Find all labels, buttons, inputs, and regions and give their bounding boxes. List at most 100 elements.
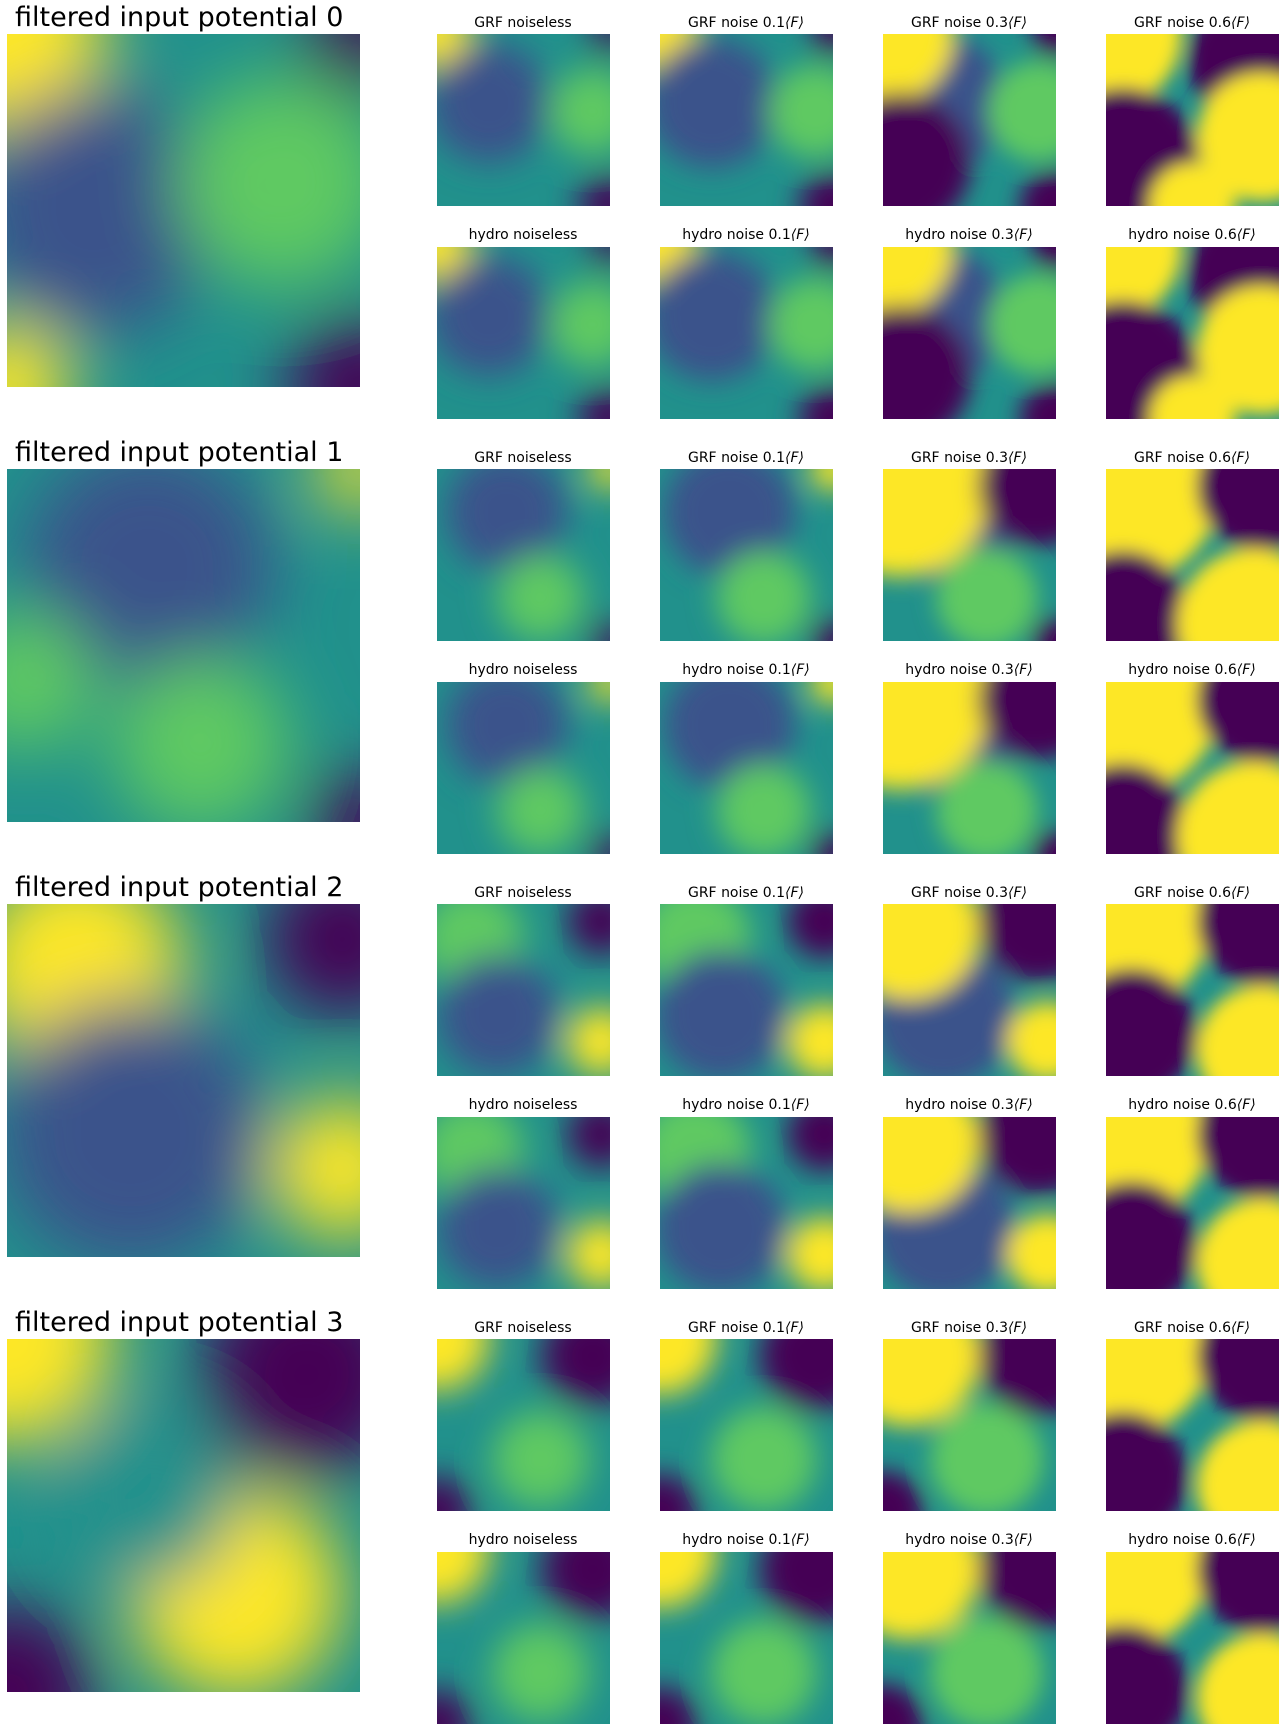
field-blob [1177,761,1279,854]
field-blob [445,469,567,573]
subplot-title-math: ⟨F⟩ [1236,662,1256,678]
field-blob [445,682,567,786]
field-blob [1019,382,1056,419]
reconstruction-field [1106,904,1279,1076]
field-blob [566,1007,610,1076]
field-blob [711,1620,817,1724]
subplot-title: hydro noise 0.6⟨F⟩ [1082,663,1282,677]
field-blob [1031,829,1056,854]
field-blob [549,68,610,155]
subplot-title-text: GRF noise 0.6 [1133,885,1232,901]
reconstruction-heatmap [660,682,833,854]
field-blob [1196,1117,1279,1199]
field-blob [978,1339,1056,1417]
field-blob [1196,1198,1279,1289]
field-blob [978,682,1056,760]
field-blob [1006,1214,1056,1289]
field-blob [1149,163,1236,206]
subplot-title-text: hydro noiseless [468,227,578,243]
field-blob [437,1168,559,1289]
reconstruction-field [660,1117,833,1289]
field-blob [810,247,833,270]
field-blob [759,1552,833,1626]
field-blob [930,1403,1044,1511]
field-blob [24,469,272,692]
subplot-title-math: ⟨F⟩ [1008,1320,1027,1336]
field-blob [492,1624,590,1721]
reconstruction-heatmap [883,247,1056,419]
subplot-title-math: ⟨F⟩ [1013,1532,1033,1548]
reconstruction-heatmap [883,1552,1056,1724]
field-blob [1196,469,1279,551]
subplot-title: hydro noise 0.1⟨F⟩ [636,1098,856,1112]
subplot-title-text: hydro noise 0.6 [1128,227,1237,243]
field-blob [589,682,610,703]
subplot-title: hydro noiseless [413,1533,633,1547]
field-blob [497,768,585,854]
subplot-title-math: ⟨F⟩ [1013,1097,1033,1113]
field-blob [663,682,795,791]
input-potential-heatmap [7,904,360,1257]
field-blob [660,1552,717,1608]
field-blob [589,247,610,268]
field-blob [1106,763,1189,854]
field-blob [201,1339,360,1481]
reconstruction-heatmap [1106,34,1279,206]
field-blob [883,1117,980,1214]
field-blob [437,955,559,1076]
subplot-title: hydro noise 0.6⟨F⟩ [1082,1533,1282,1547]
reconstruction-heatmap [660,469,833,641]
field-blob [589,620,610,641]
reconstruction-field [883,904,1056,1076]
field-blob [7,1339,113,1445]
subplot-title: GRF noise 0.1⟨F⟩ [636,451,856,465]
reconstruction-field [1106,247,1279,419]
reconstruction-heatmap [883,682,1056,854]
reconstruction-heatmap [883,34,1056,206]
reconstruction-field [883,469,1056,641]
subplot-title-math: ⟨F⟩ [1231,15,1250,31]
field-blob [883,247,954,318]
reconstruction-heatmap [660,1339,833,1511]
field-blob [936,547,1038,641]
reconstruction-field [883,1552,1056,1724]
subplot-title-math: ⟨F⟩ [785,15,804,31]
field-blob [437,1476,472,1511]
reconstruction-field [660,34,833,206]
reconstruction-heatmap [1106,682,1279,854]
reconstruction-heatmap [437,1339,610,1511]
input-potential-field [7,904,360,1257]
subplot-title: hydro noise 0.6⟨F⟩ [1082,228,1282,242]
field-blob [1106,1412,1189,1511]
field-blob [786,1217,833,1289]
subplot-title-text: GRF noiseless [474,1320,572,1336]
reconstruction-heatmap [883,1117,1056,1289]
field-blob [589,833,610,854]
field-blob [578,388,610,419]
subplot-title: GRF noise 0.6⟨F⟩ [1082,16,1282,30]
subplot-title-math: ⟨F⟩ [1008,885,1027,901]
field-blob [566,904,610,956]
field-blob [810,618,833,641]
reconstruction-field [437,1339,610,1511]
reconstruction-field [437,34,610,206]
field-blob [978,469,1056,547]
field-blob [663,469,795,578]
field-blob [1196,1552,1279,1634]
panel-title: filtered input potential 0 [15,2,344,33]
field-blob [883,904,980,1001]
field-blob [786,1117,833,1172]
subplot-title-math: ⟨F⟩ [1008,15,1027,31]
subplot-title-text: hydro noise 0.6 [1128,1097,1237,1113]
subplot-title: hydro noiseless [413,228,633,242]
reconstruction-field [660,1552,833,1724]
field-blob [497,555,585,641]
subplot-title-text: GRF noiseless [474,885,572,901]
subplot-title-math: ⟨F⟩ [785,885,804,901]
field-blob [1006,1001,1056,1076]
reconstruction-field [883,34,1056,206]
field-blob [578,175,610,206]
field-blob [988,61,1056,162]
field-blob [589,34,610,55]
reconstruction-field [660,682,833,854]
